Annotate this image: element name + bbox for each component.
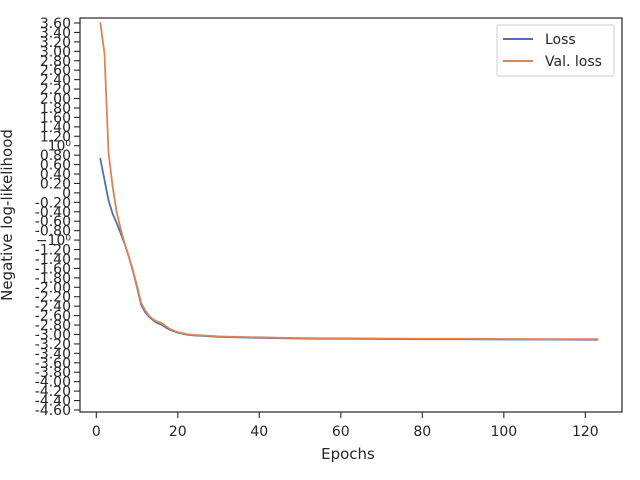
- legend: Loss Val. loss: [496, 24, 615, 77]
- y-tick-label: -0.20: [35, 195, 71, 211]
- y-tick-label: 0: [62, 186, 71, 202]
- y-tick-label: -4.20: [35, 384, 71, 400]
- x-tick-label: 100: [490, 424, 517, 440]
- y-tick-label: -2.00: [35, 280, 71, 296]
- y-tick-label: -3.40: [35, 346, 71, 362]
- x-tick-label: 60: [332, 424, 350, 440]
- y-tick-label: -0.60: [35, 214, 71, 230]
- y-tick-label: -4.00: [35, 375, 71, 391]
- series-lines: [99, 22, 599, 341]
- y-tick-label: 3.20: [40, 35, 71, 51]
- x-axis: 0 20 40 60 80 100 120: [92, 412, 599, 440]
- y-axis: 3.603.403.203.002.802.602.402.202.001.80…: [35, 16, 80, 419]
- y-tick-label: -1.80: [35, 271, 71, 287]
- y-tick-label: 0.80: [40, 148, 71, 164]
- y-tick-label: 3.40: [40, 25, 71, 41]
- legend-label-val-loss: Val. loss: [545, 54, 602, 70]
- y-tick-label: 0.20: [40, 176, 71, 192]
- y-tick-label: -2.60: [35, 309, 71, 325]
- y-tick-label: 3.60: [40, 16, 71, 32]
- x-tick-label: 40: [250, 424, 268, 440]
- y-tick-label: -1.40: [35, 252, 71, 268]
- y-tick-label: -0.80: [35, 224, 71, 240]
- y-tick-label: -4.60: [35, 403, 71, 419]
- x-tick-label: 0: [92, 424, 101, 440]
- y-tick-label: -4.40: [35, 394, 71, 410]
- y-tick-label: -3.00: [35, 327, 71, 343]
- x-tick-label: 120: [572, 424, 599, 440]
- y-tick-label: -3.80: [35, 365, 71, 381]
- y-tick-label: 2.40: [40, 73, 71, 89]
- y-tick-label: -2.80: [35, 318, 71, 334]
- y-tick-label: -3.20: [35, 337, 71, 353]
- y-tick-label: 2.60: [40, 63, 71, 79]
- y-tick-label: 1.60: [40, 110, 71, 126]
- y-tick-label: 0.60: [40, 158, 71, 174]
- y-tick-label: -2.40: [35, 299, 71, 315]
- y-tick-label: 0.40: [40, 167, 71, 183]
- y-tick-label: -2.20: [35, 290, 71, 306]
- y-tick-label: -1.20: [35, 243, 71, 259]
- x-tick-label: 80: [413, 424, 431, 440]
- y-tick-label: 2.00: [40, 92, 71, 108]
- series-line-val-loss: [99, 22, 599, 341]
- y-tick-label: 1.40: [40, 120, 71, 136]
- y-tick-label: 10⁰: [48, 139, 72, 155]
- y-tick-label: 1.20: [40, 129, 71, 145]
- y-tick-label: 2.80: [40, 54, 71, 70]
- x-axis-label: Epochs: [321, 445, 375, 463]
- y-axis-label: Negative log-likelihood: [0, 129, 16, 301]
- y-tick-label: 2.20: [40, 82, 71, 98]
- y-tick-label: 1.80: [40, 101, 71, 117]
- y-tick-label: 3.00: [40, 44, 71, 60]
- plot-area: [79, 17, 623, 413]
- y-tick-label: −10⁰: [36, 233, 72, 249]
- y-tick-label: -0.40: [35, 205, 71, 221]
- legend-box: [496, 24, 615, 77]
- x-tick-label: 20: [169, 424, 187, 440]
- y-tick-label: -3.60: [35, 356, 71, 372]
- y-tick-label: -1.60: [35, 261, 71, 277]
- legend-label-loss: Loss: [545, 32, 576, 48]
